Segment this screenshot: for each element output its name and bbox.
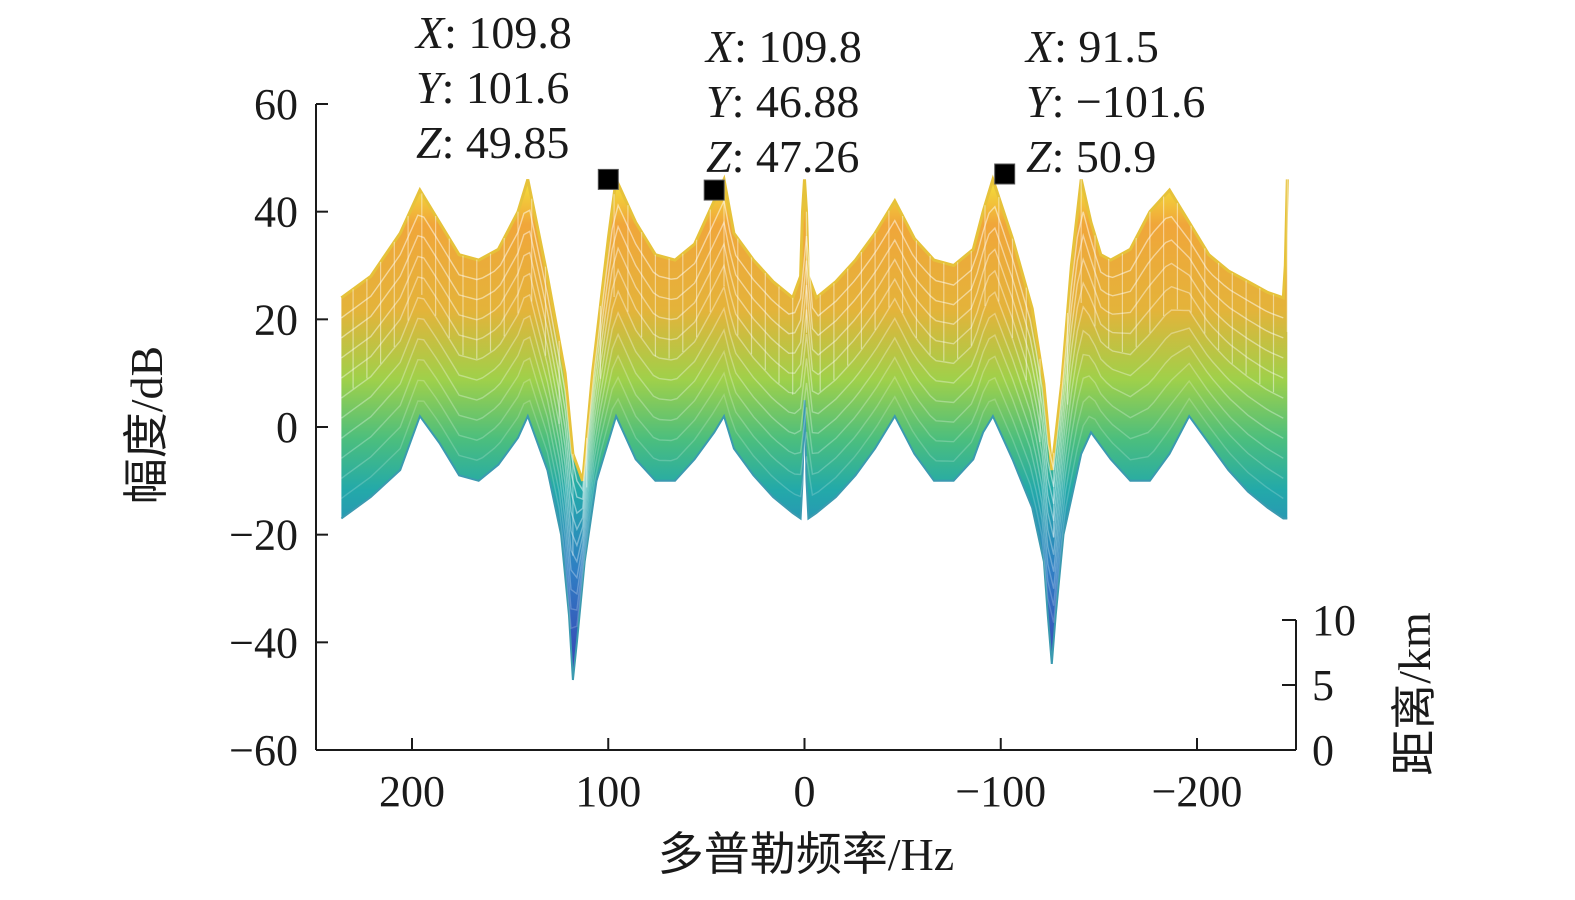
x-axis-title: 多普勒频率/Hz: [658, 829, 954, 880]
x-tick-label: 0: [794, 767, 816, 816]
x-tick-label: 100: [575, 767, 641, 816]
mesh-line: [340, 371, 1284, 611]
series-near-line: [340, 174, 1289, 482]
y-axis-title: 幅度/dB: [121, 346, 172, 504]
data-tip-axis: Z: [706, 131, 732, 182]
y-tick-label: 20: [254, 295, 298, 344]
data-tip-text: Z: 47.26: [706, 131, 859, 182]
x-tick-label: −200: [1152, 767, 1243, 816]
data-tip-value: : 109.8: [444, 7, 572, 58]
surface-band: [340, 174, 1289, 681]
data-tip-value: : 101.6: [442, 62, 570, 113]
mesh-line: [340, 349, 1284, 596]
data-tip-text: Y: 101.6: [416, 62, 569, 113]
mesh-line: [340, 306, 1284, 564]
data-tip-text: X: 109.8: [414, 7, 572, 58]
mesh-line: [340, 392, 1284, 630]
y-tick-label: 60: [254, 80, 298, 129]
y-tick-label: 40: [254, 188, 298, 237]
data-tip-marker[interactable]: [703, 179, 725, 201]
surface-mesh: [340, 179, 1288, 630]
data-tip-value: : 49.85: [442, 117, 570, 168]
y-tick-label: 0: [276, 403, 298, 452]
mesh-line: [340, 263, 1284, 532]
data-tip-value: : 109.8: [734, 21, 862, 72]
mesh-line: [340, 241, 1284, 515]
data-tip-axis: Y: [706, 76, 736, 127]
z-tick-label: 10: [1312, 596, 1356, 645]
x-axis-ticks: 200 100 0 −100 −200: [379, 738, 1242, 816]
z-axis-title: 距离/km: [1389, 612, 1440, 776]
data-tip-marker[interactable]: [994, 163, 1016, 185]
mesh-line: [340, 328, 1284, 580]
y-tick-label: −40: [229, 618, 298, 667]
y-tick-label: −60: [229, 726, 298, 775]
z-tick-label: 5: [1312, 661, 1334, 710]
data-tip-axis: Y: [416, 62, 446, 113]
data-tip-value: : 46.88: [732, 76, 860, 127]
x-tick-label: −100: [955, 767, 1046, 816]
data-tip-axis: Y: [1026, 76, 1056, 127]
data-tip-text: X: 109.8: [704, 21, 862, 72]
data-tip-marker[interactable]: [597, 168, 619, 190]
y-tick-label: −20: [229, 511, 298, 560]
surface-fill: [341, 179, 1288, 680]
mesh-line: [340, 198, 1284, 493]
data-tip-axis: Z: [416, 117, 442, 168]
data-tip-text: Y: −101.6: [1026, 76, 1205, 127]
data-tip-value: : 50.9: [1052, 131, 1157, 182]
mesh-line: [340, 220, 1284, 501]
data-tip-text: X: 91.5: [1024, 21, 1159, 72]
data-tip-axis: X: [704, 21, 736, 72]
data-tip-text: Y: 46.88: [706, 76, 859, 127]
data-tips: X: 109.8Y: 101.6Z: 49.85X: 109.8Y: 46.88…: [414, 7, 1205, 201]
y-axis-ticks: 60 40 20 0 −20 −40 −60: [229, 80, 328, 775]
z-tick-label: 0: [1312, 726, 1334, 775]
data-tip-value: : 47.26: [732, 131, 860, 182]
data-tip-axis: X: [414, 7, 446, 58]
data-tip-value: : 91.5: [1054, 21, 1159, 72]
data-tip-value: : −101.6: [1052, 76, 1206, 127]
series-far-line: [340, 400, 1288, 681]
z-axis-ticks: 10 5 0: [1282, 596, 1356, 775]
data-tip-axis: X: [1024, 21, 1056, 72]
data-tip-text: Z: 49.85: [416, 117, 569, 168]
x-tick-label: 200: [379, 767, 445, 816]
mesh-line: [340, 284, 1284, 548]
data-tip-axis: Z: [1026, 131, 1052, 182]
data-tip-text: Z: 50.9: [1026, 131, 1156, 182]
